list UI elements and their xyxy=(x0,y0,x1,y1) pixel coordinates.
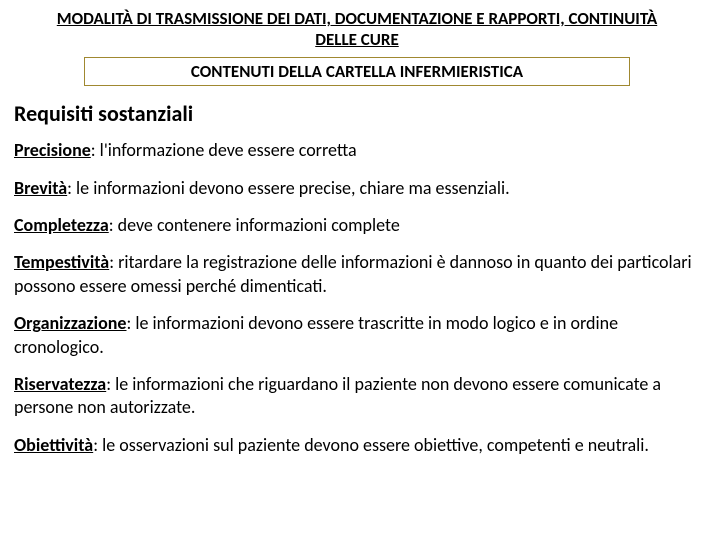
item-desc: : deve contenere informazioni complete xyxy=(109,214,400,236)
list-item: Riservatezza: le informazioni che riguar… xyxy=(14,373,700,420)
item-term: Obiettività xyxy=(14,434,93,456)
list-item: Brevità: le informazioni devono essere p… xyxy=(14,177,700,200)
item-term: Precisione xyxy=(14,139,91,161)
item-desc: : le osservazioni sul paziente devono es… xyxy=(93,434,649,456)
item-desc: : le informazioni devono essere precise,… xyxy=(67,177,509,199)
header-title: MODALITÀ DI TRASMISSIONE DEI DATI, DOCUM… xyxy=(14,8,700,51)
list-item: Precisione: l'informazione deve essere c… xyxy=(14,139,700,162)
list-item: Organizzazione: le informazioni devono e… xyxy=(14,312,700,359)
item-term: Brevità xyxy=(14,177,67,199)
section-title: Requisiti sostanziali xyxy=(14,100,700,128)
item-desc: : l'informazione deve essere corretta xyxy=(91,139,357,161)
subheader-box: CONTENUTI DELLA CARTELLA INFERMIERISTICA xyxy=(84,57,630,86)
item-term: Completezza xyxy=(14,214,109,236)
item-term: Tempestività xyxy=(14,251,109,273)
item-term: Riservatezza xyxy=(14,373,106,395)
item-term: Organizzazione xyxy=(14,312,127,334)
item-desc: : ritardare la registrazione delle infor… xyxy=(14,251,692,296)
list-item: Completezza: deve contenere informazioni… xyxy=(14,214,700,237)
list-item: Tempestività: ritardare la registrazione… xyxy=(14,251,700,298)
item-desc: : le informazioni che riguardano il pazi… xyxy=(14,373,661,418)
list-item: Obiettività: le osservazioni sul pazient… xyxy=(14,434,700,457)
